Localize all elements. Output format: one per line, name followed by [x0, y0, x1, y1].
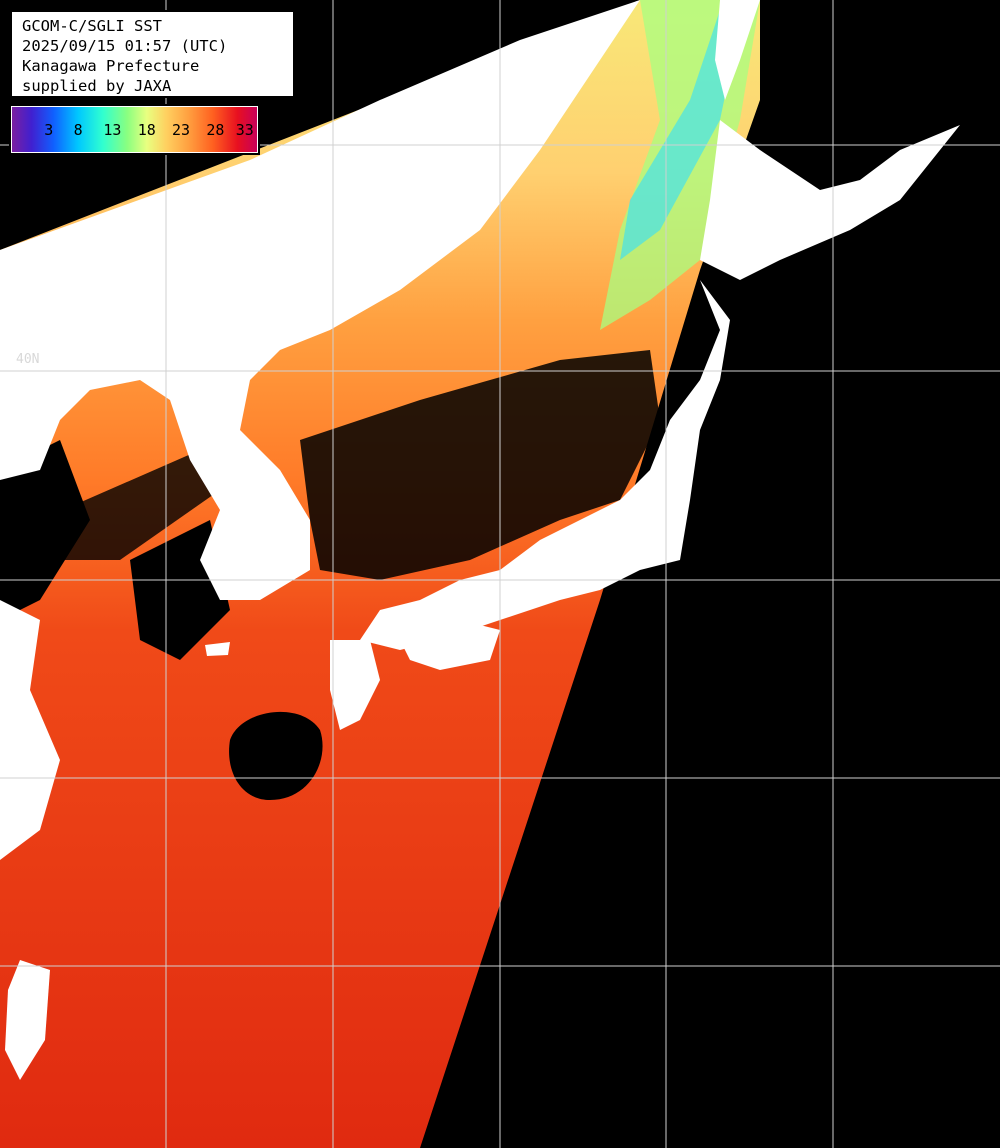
no-data-west — [0, 440, 90, 620]
land-sakhalin — [715, 0, 760, 100]
region-name: Kanagawa Prefecture — [22, 57, 200, 75]
scale-tick: 23 — [172, 121, 191, 139]
info-box: GCOM-C/SGLI SST 2025/09/15 01:57 (UTC) K… — [10, 10, 295, 98]
scale-tick: 28 — [206, 121, 225, 139]
cloud-patch — [300, 350, 660, 580]
cloud-patch-3 — [40, 450, 220, 560]
credit: supplied by JAXA — [22, 77, 172, 95]
cold-band — [620, 0, 745, 260]
land-jeju — [205, 642, 230, 656]
land-hokkaido — [700, 120, 960, 280]
color-scale-gradient: 3 8 13 18 23 28 33 — [12, 107, 257, 152]
color-scale-legend: 3 8 13 18 23 28 33 — [9, 104, 260, 155]
land-honshu — [360, 280, 730, 650]
land-kyushu — [330, 640, 380, 730]
scale-tick: 3 — [44, 121, 54, 139]
scale-tick: 18 — [137, 121, 156, 139]
scale-tick: 33 — [235, 121, 254, 139]
land-taiwan — [5, 960, 50, 1080]
land-china-coast — [0, 600, 60, 860]
timestamp: 2025/09/15 01:57 (UTC) — [22, 37, 228, 55]
land-korea — [0, 0, 640, 600]
land-shikoku — [400, 620, 500, 670]
product-name: GCOM-C/SGLI SST — [22, 17, 162, 35]
scale-tick: 13 — [103, 121, 122, 139]
scale-tick: 8 — [73, 121, 83, 139]
land-sado — [398, 128, 428, 165]
latitude-label-40n: 40N — [16, 352, 40, 367]
